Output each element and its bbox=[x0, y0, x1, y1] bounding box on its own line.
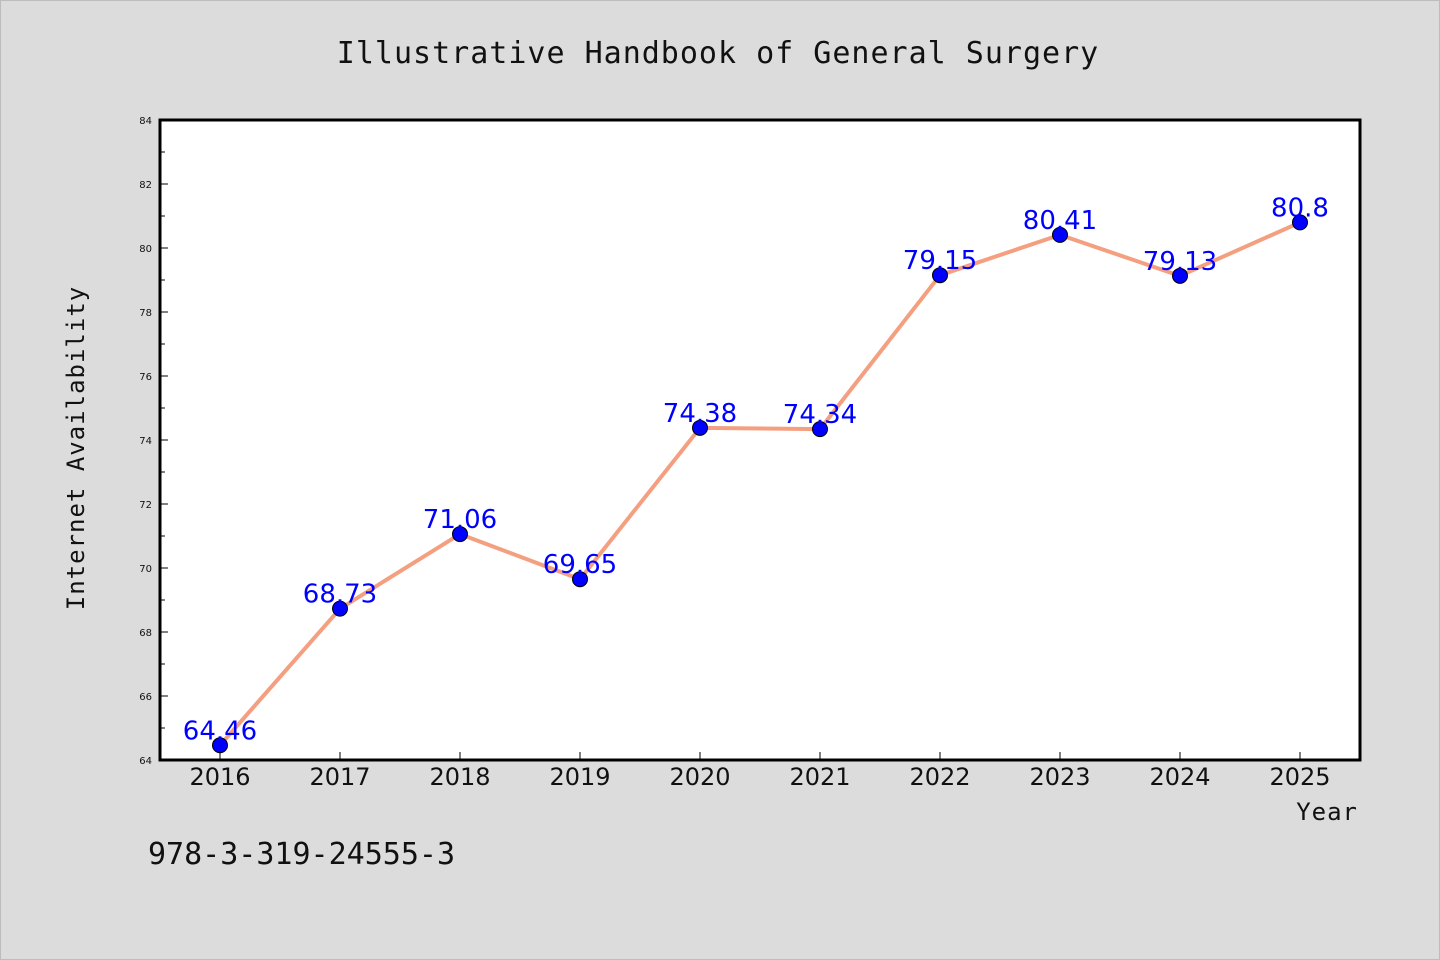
plot-area bbox=[158, 118, 1362, 762]
data-point-marker bbox=[212, 737, 228, 754]
y-tick-label: 84 bbox=[139, 116, 152, 127]
data-label: 74.34 bbox=[783, 400, 857, 430]
series-path bbox=[218, 220, 1301, 747]
data-label: 79.15 bbox=[903, 246, 977, 276]
x-tick-label: 2025 bbox=[1269, 763, 1330, 791]
data-label: 80.8 bbox=[1271, 193, 1329, 223]
x-tick-label: 2024 bbox=[1149, 763, 1210, 791]
y-axis-label: Internet Availability bbox=[62, 286, 90, 610]
y-tick-label: 70 bbox=[139, 564, 152, 575]
data-labels: 64.46 68.73 71.06 69.65 74.38 74.34 79.15 80.41… bbox=[183, 193, 1329, 746]
data-label: 68.73 bbox=[303, 580, 377, 610]
x-tick-label: 2017 bbox=[309, 763, 370, 791]
data-label: 69.65 bbox=[543, 550, 617, 580]
chart-title: Illustrative Handbook of General Surgery bbox=[337, 36, 1099, 71]
series-line bbox=[212, 214, 1308, 754]
x-axis: 2016 2017 2018 2019 2020 2021 2022 2023 2024 2025 bbox=[189, 752, 1331, 791]
data-point-marker bbox=[332, 600, 348, 617]
x-tick-label: 2021 bbox=[789, 763, 850, 791]
data-point-marker bbox=[1292, 214, 1308, 231]
x-axis-label: Year bbox=[1296, 798, 1358, 826]
data-point-marker bbox=[1172, 267, 1188, 284]
data-label: 79.13 bbox=[1143, 247, 1217, 277]
y-tick-label: 66 bbox=[139, 692, 152, 703]
y-tick-label: 74 bbox=[139, 436, 152, 447]
y-tick-label: 64 bbox=[139, 756, 152, 767]
data-point-marker bbox=[932, 267, 948, 284]
data-label: 71.06 bbox=[423, 505, 497, 535]
y-tick-label: 72 bbox=[139, 500, 152, 511]
y-tick-label: 80 bbox=[139, 244, 152, 255]
x-tick-label: 2019 bbox=[549, 763, 610, 791]
data-point-marker bbox=[452, 526, 468, 543]
y-tick-label: 82 bbox=[139, 180, 152, 191]
data-point-marker bbox=[572, 571, 588, 588]
y-tick-label: 76 bbox=[139, 372, 152, 383]
data-point-marker bbox=[692, 419, 708, 436]
y-tick-label: 78 bbox=[139, 308, 152, 319]
x-tick-label: 2016 bbox=[189, 763, 250, 791]
isbn-text: 978-3-319-24555-3 bbox=[148, 837, 455, 872]
x-tick-label: 2022 bbox=[909, 763, 970, 791]
x-tick-label: 2023 bbox=[1029, 763, 1090, 791]
y-axis: 64 66 68 70 72 74 76 78 80 82 84 bbox=[139, 116, 168, 767]
data-point-marker bbox=[1052, 226, 1068, 243]
data-label: 64.46 bbox=[183, 716, 257, 746]
data-label: 74.38 bbox=[663, 399, 737, 429]
y-tick-label: 68 bbox=[139, 628, 152, 639]
data-label: 80.41 bbox=[1023, 206, 1097, 236]
x-tick-label: 2020 bbox=[669, 763, 730, 791]
x-tick-label: 2018 bbox=[429, 763, 490, 791]
data-point-marker bbox=[812, 421, 828, 438]
